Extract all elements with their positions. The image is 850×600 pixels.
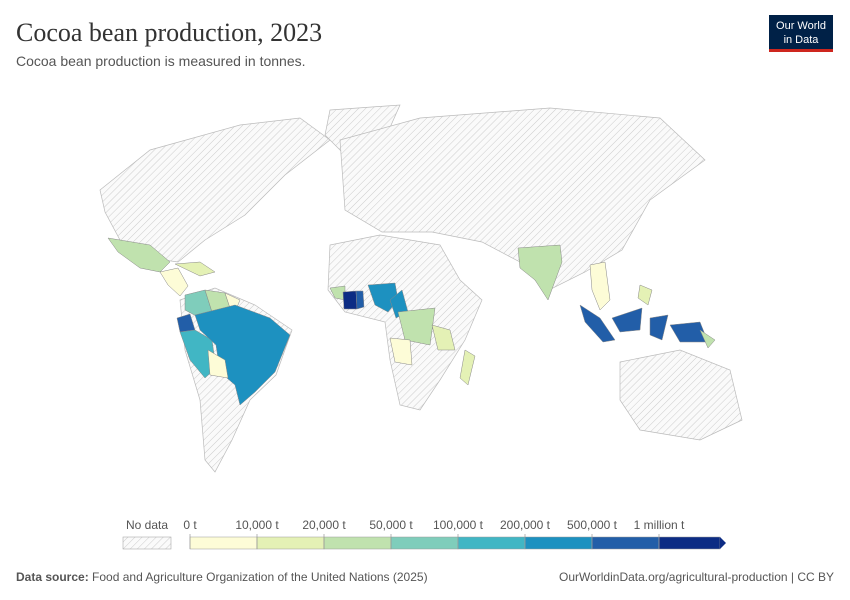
country[interactable] [207, 349, 229, 379]
legend-bin[interactable] [524, 536, 593, 550]
logo-text[interactable]: in Data [784, 34, 820, 46]
legend-no-data-label: No data [126, 518, 168, 532]
country[interactable] [459, 349, 476, 386]
source-text: Food and Agriculture Organization of the… [92, 570, 428, 584]
land [619, 349, 743, 441]
legend-bin[interactable] [457, 536, 526, 550]
country[interactable] [397, 307, 436, 346]
country[interactable] [611, 307, 643, 333]
country[interactable] [431, 324, 456, 351]
country[interactable] [174, 261, 216, 277]
country[interactable] [699, 329, 716, 349]
legend-bin[interactable] [591, 536, 660, 550]
country[interactable] [517, 244, 563, 301]
legend-bin[interactable] [323, 536, 392, 550]
source-label: Data source: [16, 570, 89, 584]
country[interactable] [159, 267, 189, 297]
logo[interactable]: Our World in Data [769, 15, 833, 52]
country[interactable] [329, 285, 346, 301]
legend-tick-label: 0 t [183, 518, 197, 532]
legend-tick-label: 500,000 t [567, 518, 618, 532]
legend-tick-label: 50,000 t [369, 518, 413, 532]
country[interactable] [194, 304, 291, 406]
legend-tick-label: 100,000 t [433, 518, 484, 532]
legend: No data 0 t 10,000 t 20,000 t 50,000 t 100,0… [122, 518, 726, 550]
subtitle: Cocoa bean production is measured in ton… [16, 53, 306, 69]
legend-tick-label: 200,000 t [500, 518, 551, 532]
map [99, 104, 743, 473]
country[interactable] [355, 290, 365, 310]
legend-bin[interactable] [189, 536, 258, 550]
source-url[interactable]: OurWorldinData.org/agricultural-producti… [559, 570, 834, 584]
title: Cocoa bean production, 2023 [16, 18, 322, 47]
logo-bar [769, 49, 833, 52]
source: Data source: Food and Agriculture Organi… [16, 570, 428, 584]
country[interactable] [389, 337, 413, 366]
legend-bin[interactable] [256, 536, 325, 550]
country[interactable] [342, 290, 358, 310]
legend-tick-label: 20,000 t [302, 518, 346, 532]
country[interactable] [589, 261, 611, 311]
legend-bin[interactable] [658, 536, 721, 550]
legend-bin[interactable] [390, 536, 459, 550]
country[interactable] [579, 304, 616, 343]
country[interactable] [637, 284, 653, 306]
legend-tick-label: 1 million t [634, 518, 685, 532]
land [339, 107, 706, 293]
logo-text[interactable]: Our World [776, 20, 826, 32]
logo-box[interactable] [769, 15, 833, 49]
legend-no-data[interactable] [122, 536, 172, 550]
country[interactable] [649, 314, 669, 341]
legend-tick-label: 10,000 t [235, 518, 279, 532]
land [99, 117, 331, 263]
legend-arrow [720, 537, 726, 549]
